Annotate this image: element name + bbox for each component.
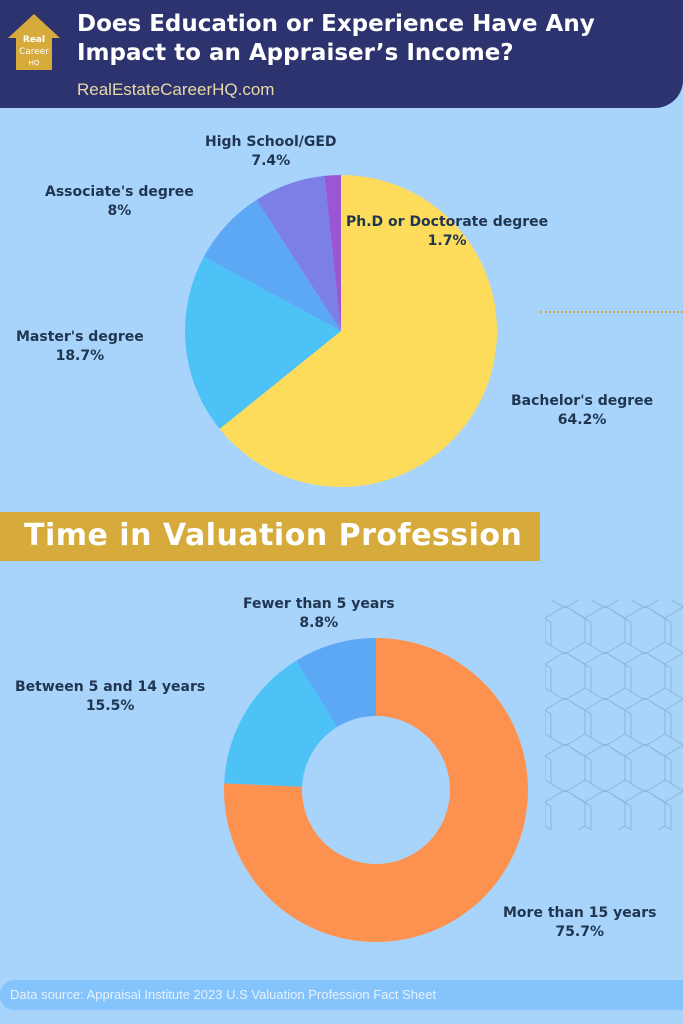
section-title: Time in Valuation Profession — [24, 518, 523, 553]
header: Real Career HQ Does Education or Experie… — [0, 0, 683, 108]
page-title: Does Education or Experience Have Any Im… — [77, 11, 595, 66]
svg-text:Career: Career — [19, 47, 49, 57]
site-url: RealEstateCareerHQ.com — [77, 80, 275, 99]
label-bachelor: Bachelor's degree 64.2% — [511, 393, 654, 428]
section-banner: Time in Valuation Profession — [0, 512, 540, 561]
geometric-pattern — [545, 600, 683, 830]
label-assoc: Associate's degree 8% — [45, 184, 194, 219]
data-source-bar: Data source: Appraisal Institute 2023 U.… — [0, 980, 683, 1010]
data-source: Data source: Appraisal Institute 2023 U.… — [10, 987, 437, 1002]
logo-house-icon: Real Career HQ — [8, 14, 60, 70]
svg-text:Real: Real — [23, 35, 45, 45]
label-master: Master's degree 18.7% — [16, 329, 144, 364]
label-5to14: Between 5 and 14 years 15.5% — [15, 679, 206, 714]
label-hs: High School/GED 7.4% — [205, 134, 337, 169]
slice-bachelor-s-degree — [219, 175, 497, 488]
slice-high-school-ged — [256, 175, 341, 331]
slice-ph-d-or-doctorate-degree — [324, 175, 341, 331]
slice-more-than-15-years — [224, 638, 529, 942]
label-fewer5: Fewer than 5 years 8.8% — [243, 596, 395, 631]
svg-text:HQ: HQ — [29, 59, 40, 67]
slice-associate-s-degree — [203, 199, 341, 331]
label-phd: Ph.D or Doctorate degree 1.7% — [346, 214, 549, 249]
dotted-divider — [540, 311, 683, 313]
slice-between-5-and-14-years — [224, 660, 338, 787]
slice-fewer-than-5-years — [296, 638, 376, 728]
slice-master-s-degree — [184, 256, 341, 429]
label-more15: More than 15 years 75.7% — [503, 905, 657, 940]
